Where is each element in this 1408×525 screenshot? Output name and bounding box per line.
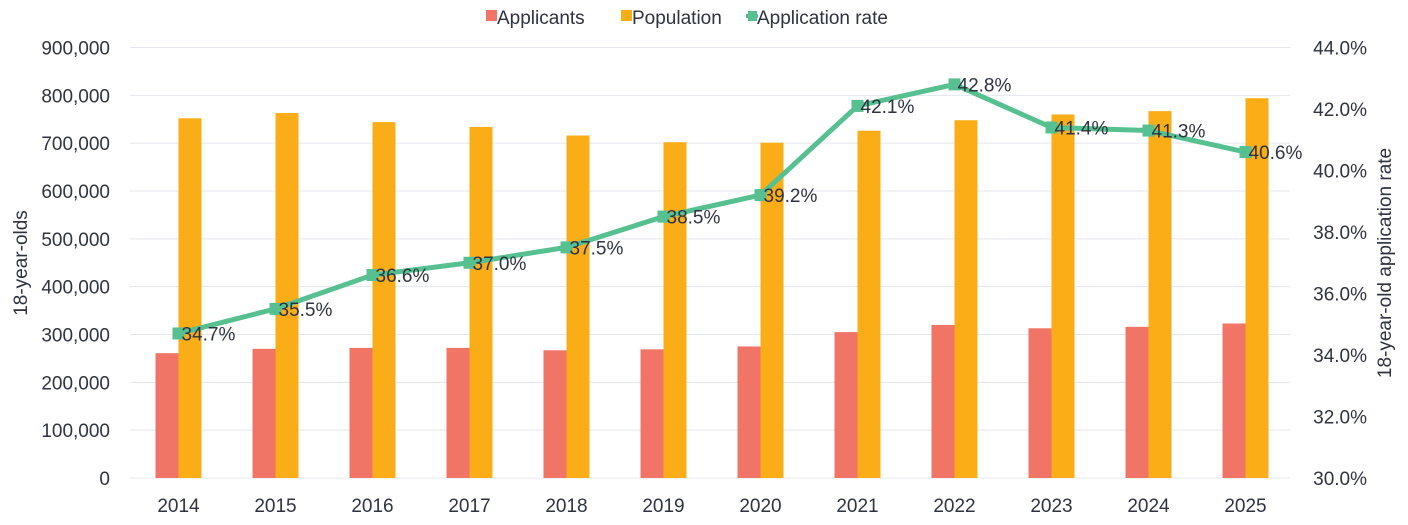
data-label-application-rate: 37.5%: [570, 238, 624, 259]
legend-item-application-rate[interactable]: Application rate: [746, 8, 888, 29]
marker-application-rate[interactable]: [366, 269, 379, 282]
bar-applicants[interactable]: [931, 324, 955, 478]
y-tick-label-right: 40.0%: [1313, 162, 1367, 183]
data-label-application-rate: 34.7%: [182, 324, 236, 345]
y-tick-label-right: 30.0%: [1313, 469, 1367, 490]
x-tick-label: 2023: [1030, 496, 1072, 517]
data-label-application-rate: 39.2%: [764, 186, 818, 207]
marker-application-rate[interactable]: [172, 327, 185, 340]
y-tick-label-left: 900,000: [41, 39, 110, 60]
marker-application-rate[interactable]: [1045, 121, 1058, 134]
bar-population[interactable]: [1051, 114, 1075, 478]
y-axis-title-right: 18-year-old application rate: [1375, 148, 1396, 378]
x-tick-label: 2014: [157, 496, 200, 517]
bar-population[interactable]: [1148, 111, 1172, 478]
legend-swatch-population: [621, 10, 632, 21]
bars: [155, 98, 1269, 479]
bar-applicants[interactable]: [543, 350, 567, 478]
bar-applicants[interactable]: [1125, 326, 1149, 478]
bar-population[interactable]: [178, 118, 202, 478]
bar-population[interactable]: [275, 113, 299, 478]
marker-application-rate[interactable]: [560, 241, 573, 254]
x-tick-label: 2015: [254, 496, 296, 517]
legend: Applicants Population Application rate: [486, 8, 888, 29]
legend-label-population: Population: [632, 8, 722, 29]
x-tick-label: 2017: [448, 496, 490, 517]
data-label-application-rate: 41.3%: [1152, 122, 1206, 143]
marker-application-rate[interactable]: [948, 78, 961, 91]
x-tick-label: 2021: [836, 496, 878, 517]
y-tick-label-left: 800,000: [41, 86, 110, 107]
y-tick-label-left: 300,000: [41, 326, 110, 347]
legend-label-application-rate: Application rate: [757, 8, 888, 29]
data-label-application-rate: 38.5%: [667, 208, 721, 229]
data-label-application-rate: 42.1%: [861, 97, 915, 118]
bar-population[interactable]: [469, 126, 493, 479]
data-label-application-rate: 37.0%: [473, 254, 527, 275]
y-tick-label-right: 36.0%: [1313, 285, 1367, 306]
data-label-application-rate: 42.8%: [958, 75, 1012, 96]
bar-applicants[interactable]: [446, 347, 470, 478]
legend-swatch-applicants: [486, 10, 497, 21]
data-label-application-rate: 35.5%: [279, 300, 333, 321]
bar-population[interactable]: [1245, 98, 1269, 478]
y-tick-label-right: 38.0%: [1313, 223, 1367, 244]
legend-label-applicants: Applicants: [497, 8, 585, 29]
y-axis-right: 30.0% 32.0% 34.0% 36.0% 38.0% 40.0% 42.0% 44.0%: [1313, 39, 1367, 491]
bar-applicants[interactable]: [155, 353, 179, 478]
bar-applicants[interactable]: [737, 346, 761, 478]
bar-applicants[interactable]: [252, 348, 276, 478]
bar-applicants[interactable]: [349, 347, 373, 478]
rate-line: 34.7% 35.5% 36.6% 37.0% 37.5% 38.5% 39.2% 42.1%…: [172, 75, 1303, 345]
y-tick-label-right: 42.0%: [1313, 100, 1367, 121]
marker-application-rate[interactable]: [269, 302, 282, 315]
y-tick-label-right: 44.0%: [1313, 39, 1367, 60]
data-label-application-rate: 41.4%: [1055, 118, 1109, 139]
y-tick-label-left: 500,000: [41, 230, 110, 251]
marker-application-rate[interactable]: [463, 256, 476, 269]
legend-item-population[interactable]: Population: [621, 8, 722, 29]
y-tick-label-right: 32.0%: [1313, 408, 1367, 429]
bar-applicants[interactable]: [834, 332, 858, 478]
bar-applicants[interactable]: [1222, 323, 1246, 478]
gridlines: [130, 47, 1290, 479]
bar-population[interactable]: [566, 135, 590, 478]
legend-item-applicants[interactable]: Applicants: [486, 8, 585, 29]
data-label-application-rate: 40.6%: [1249, 143, 1303, 164]
x-tick-label: 2025: [1224, 496, 1266, 517]
bar-applicants[interactable]: [1028, 328, 1052, 478]
data-label-application-rate: 36.6%: [376, 266, 430, 287]
y-tick-label-left: 100,000: [41, 421, 110, 442]
y-axis-title-left: 18-year-olds: [11, 210, 32, 316]
line-application-rate: [177, 81, 1247, 336]
bar-population[interactable]: [954, 120, 978, 478]
x-axis: 2014 2015 2016 2017 2018 2019 2020 2021 2022 2023…: [157, 496, 1266, 517]
y-tick-label-left: 600,000: [41, 182, 110, 203]
bar-population[interactable]: [663, 142, 687, 478]
x-tick-label: 2018: [545, 496, 587, 517]
x-tick-label: 2019: [642, 496, 684, 517]
bar-population[interactable]: [372, 122, 396, 479]
bar-applicants[interactable]: [640, 349, 664, 478]
y-tick-label-right: 34.0%: [1313, 346, 1367, 367]
x-tick-label: 2024: [1127, 496, 1170, 517]
y-tick-label-left: 700,000: [41, 134, 110, 155]
marker-application-rate[interactable]: [1142, 124, 1155, 137]
legend-marker-application-rate: [748, 11, 757, 21]
marker-application-rate[interactable]: [657, 210, 670, 223]
x-tick-label: 2016: [351, 496, 393, 517]
y-tick-label-left: 0: [99, 469, 110, 490]
bar-population[interactable]: [760, 142, 784, 478]
marker-application-rate[interactable]: [851, 99, 864, 112]
y-axis-left: 0 100,000 200,000 300,000 400,000 500,000 600,…: [41, 39, 110, 491]
marker-application-rate[interactable]: [754, 189, 767, 202]
x-tick-label: 2020: [739, 496, 781, 517]
bar-population[interactable]: [857, 130, 881, 479]
x-tick-label: 2022: [933, 496, 975, 517]
y-tick-label-left: 400,000: [41, 278, 110, 299]
y-tick-label-left: 200,000: [41, 373, 110, 394]
marker-application-rate[interactable]: [1239, 146, 1252, 159]
